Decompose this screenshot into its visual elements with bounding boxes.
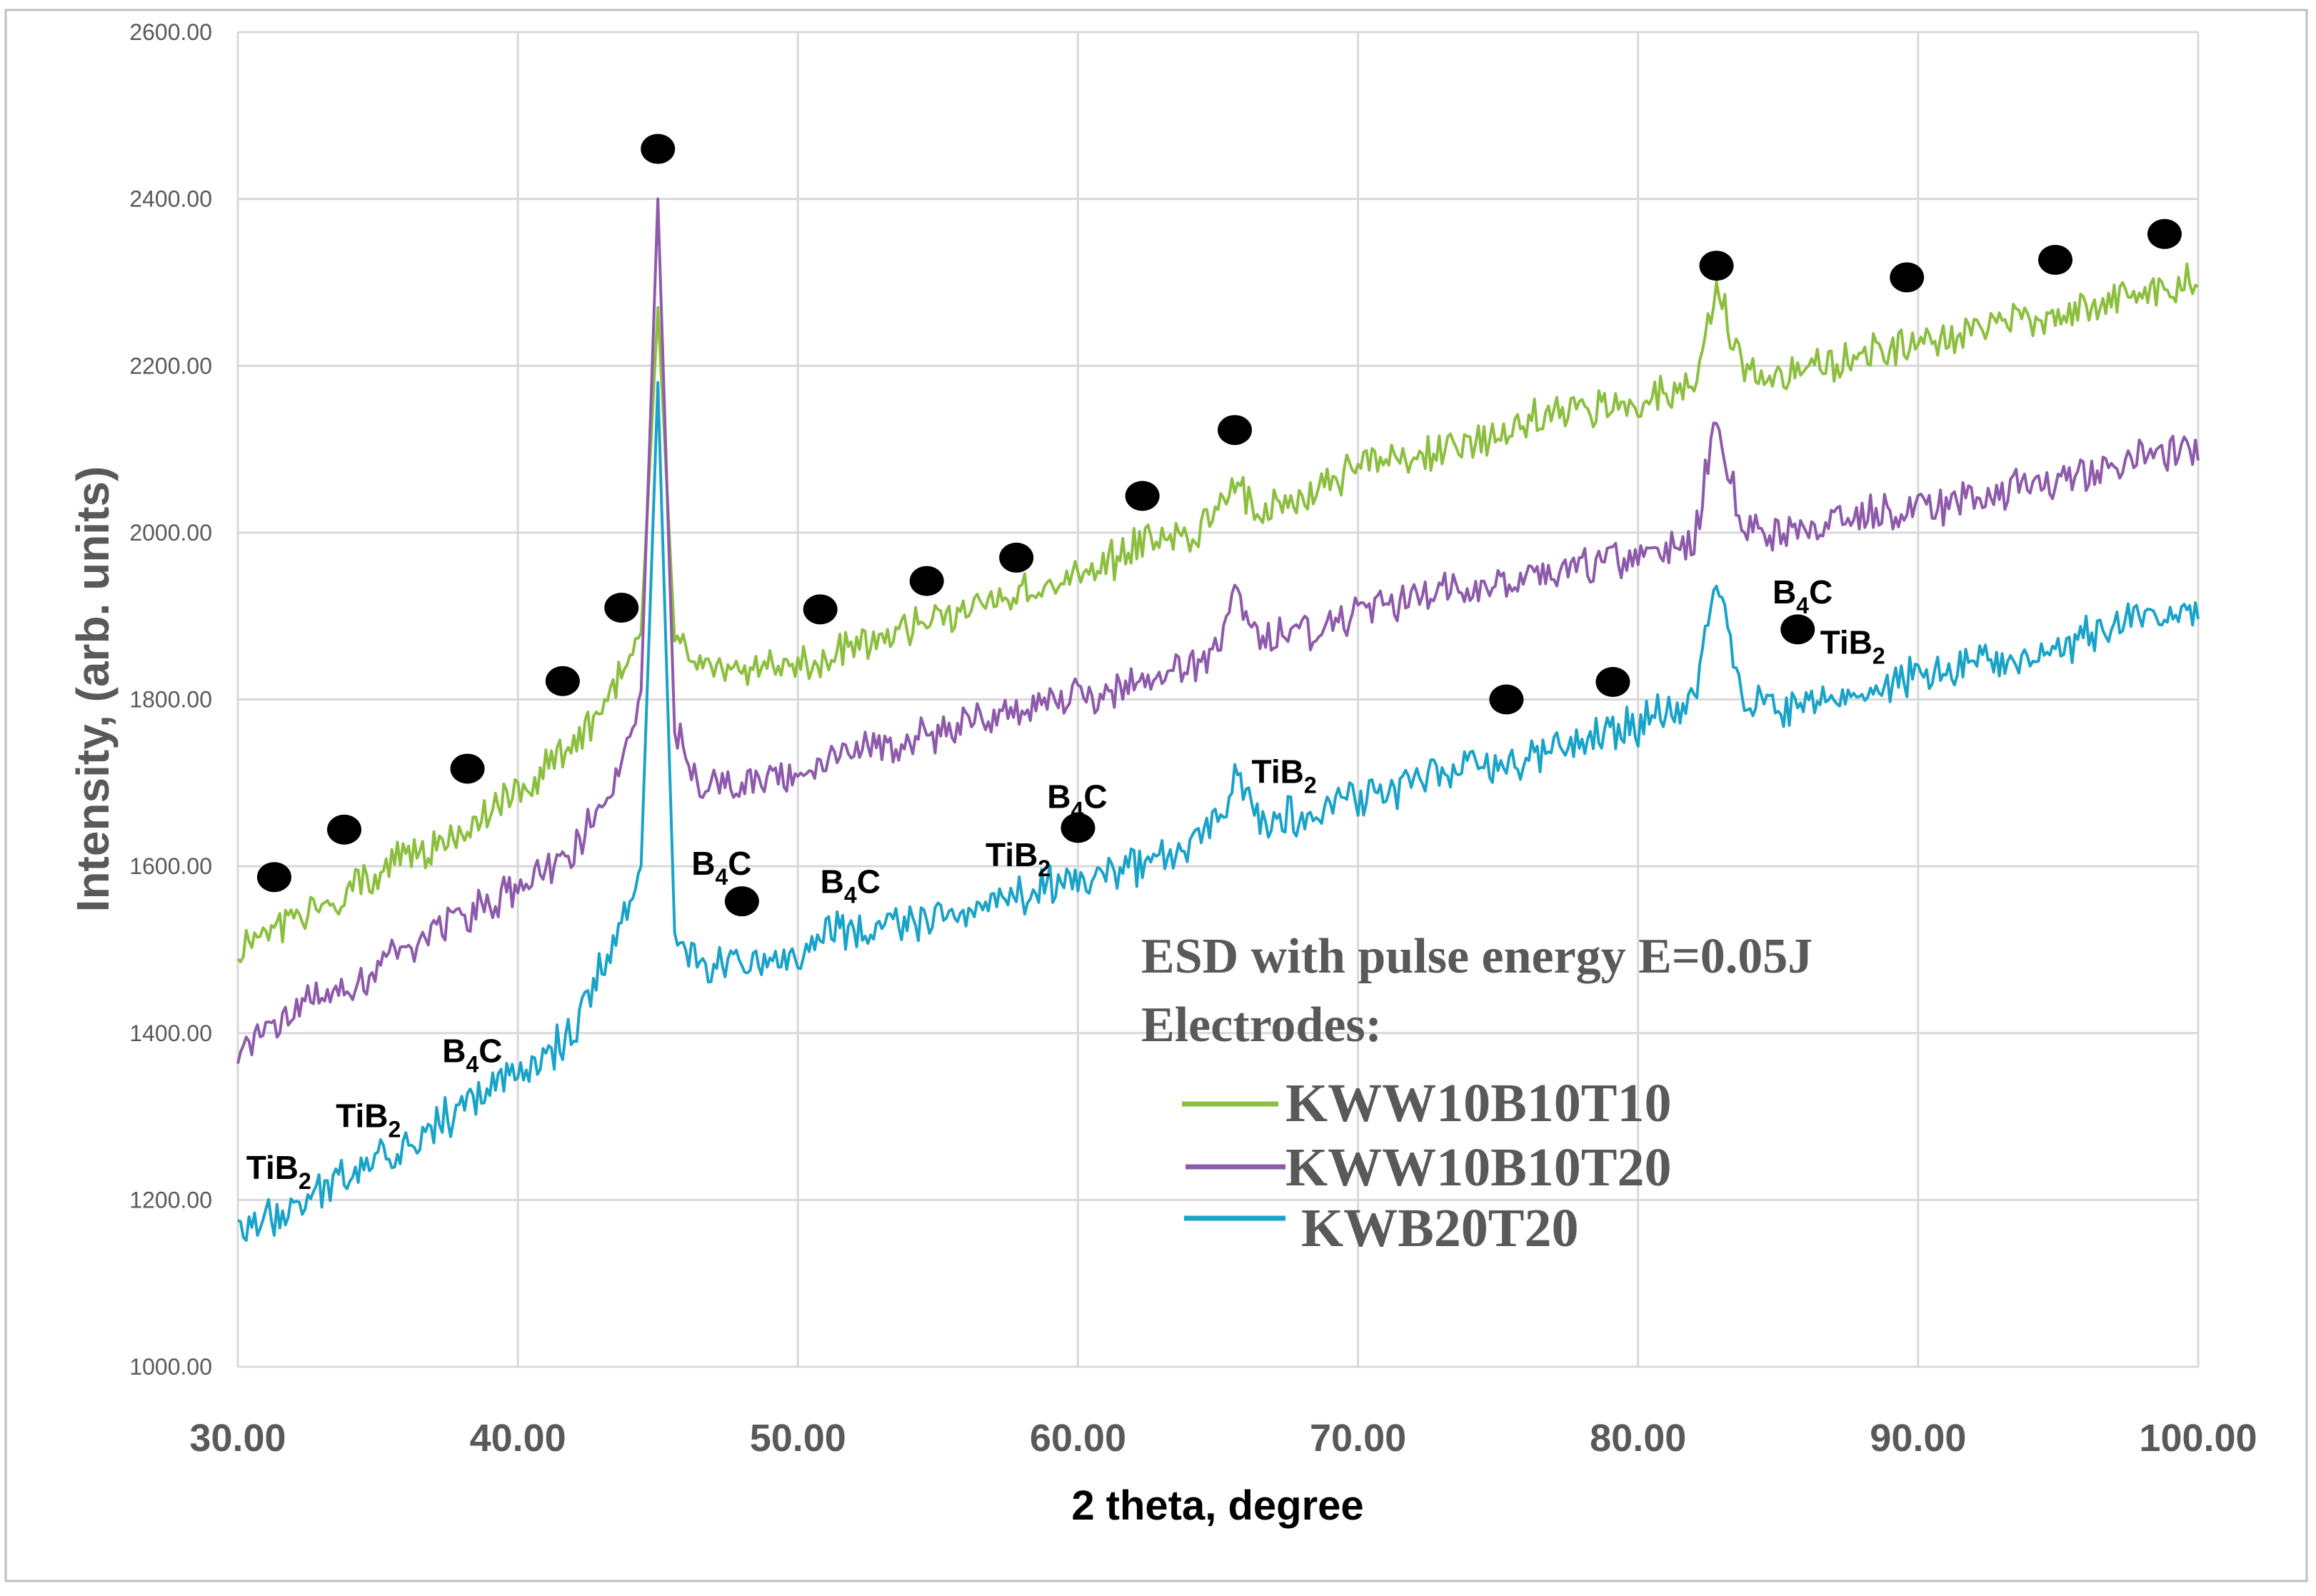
peak-marker	[1890, 262, 1925, 293]
peak-marker-layer	[256, 134, 2182, 917]
phase-label-base: TiB	[336, 1098, 388, 1135]
phase-label-base: TiB	[1820, 623, 1873, 661]
phase-label-tail: C	[857, 863, 881, 900]
phase-label-subscript: 2	[1038, 855, 1051, 881]
phase-label-base: B	[821, 863, 844, 900]
phase-label: TiB2	[1252, 753, 1317, 798]
phase-label: TiB2	[1820, 623, 1885, 668]
phase-label-subscript: 4	[716, 864, 728, 890]
phase-label-base: TiB	[1252, 753, 1304, 790]
y-tick-label: 1400.00	[129, 1020, 212, 1046]
phase-label: TiB2	[986, 836, 1051, 881]
x-tick-label: 90.00	[1870, 1417, 1966, 1460]
phase-label-base: B	[442, 1033, 466, 1070]
peak-marker	[545, 666, 580, 696]
peak-marker	[1218, 415, 1253, 446]
y-tick-label: 2400.00	[129, 186, 212, 212]
y-tick-label: 1000.00	[129, 1354, 212, 1380]
legend-entry-kww10b10t20: KWW10B10T20	[1285, 1138, 1672, 1198]
legend-entry-kww10b10t10: KWW10B10T10	[1285, 1073, 1672, 1133]
peak-marker	[909, 566, 944, 596]
y-tick-label: 2600.00	[129, 19, 212, 45]
legend-title-line-1: ESD with pulse energy E=0.05J	[1141, 929, 1813, 984]
peak-marker	[450, 753, 485, 784]
phase-label-subscript: 4	[466, 1052, 478, 1078]
phase-label-subscript: 4	[844, 883, 857, 908]
x-tick-label: 100.00	[2139, 1417, 2257, 1460]
y-tick-label: 2000.00	[129, 520, 212, 546]
x-axis: 30.00 40.00 50.00 60.00 70.00 80.00 90.00 100.0…	[189, 1417, 2257, 1460]
phase-label-subscript: 2	[1304, 772, 1317, 798]
peak-marker	[2147, 219, 2182, 249]
legend-entry-kwb20t20: KWB20T20	[1301, 1198, 1579, 1258]
peak-marker	[327, 814, 362, 845]
phase-label: B4C	[821, 863, 881, 908]
y-tick-label: 2200.00	[129, 353, 212, 378]
x-tick-label: 60.00	[1030, 1417, 1126, 1460]
phase-label-subscript: 4	[1071, 797, 1084, 823]
phase-label: TiB2	[246, 1149, 311, 1194]
x-tick-label: 40.00	[470, 1417, 566, 1460]
peak-marker	[999, 542, 1034, 573]
x-tick-label: 70.00	[1310, 1417, 1406, 1460]
phase-label-base: B	[691, 845, 715, 882]
phase-label: B4C	[691, 845, 751, 890]
phase-label-base: TiB	[986, 836, 1038, 873]
peak-marker	[1595, 666, 1630, 697]
chart-frame	[4, 9, 2308, 1582]
y-axis: 1000.00 1200.00 1400.00 1600.00 1800.00 2000.…	[129, 19, 212, 1380]
peak-marker	[1489, 684, 1524, 715]
phase-label-subscript: 2	[299, 1168, 311, 1194]
phase-label-base: TiB	[246, 1149, 299, 1186]
peak-marker	[724, 886, 759, 917]
legend-title-line-2: Electrodes:	[1141, 998, 1382, 1053]
peak-marker	[1061, 813, 1096, 843]
phase-label-base: B	[1047, 778, 1071, 815]
peak-marker	[604, 593, 639, 623]
peak-marker	[1125, 481, 1160, 511]
phase-label-tail: C	[1083, 778, 1107, 815]
x-tick-label: 50.00	[750, 1417, 846, 1460]
grid-layer	[236, 31, 2200, 1368]
peak-marker	[641, 134, 676, 164]
phase-label: B4C	[1047, 778, 1107, 823]
x-tick-label: 80.00	[1590, 1417, 1686, 1460]
y-tick-label: 1800.00	[129, 687, 212, 713]
y-axis-title: Intensity, (arb. units)	[67, 466, 119, 913]
x-tick-label: 30.00	[189, 1417, 286, 1460]
phase-label: TiB2	[336, 1098, 401, 1143]
phase-label-tail: C	[728, 845, 751, 882]
phase-label-tail: C	[478, 1033, 502, 1070]
phase-label-base: B	[1773, 573, 1796, 611]
series-line-kww10b10t10	[236, 262, 2199, 963]
phase-label: B4C	[1773, 573, 1833, 618]
phase-label: B4C	[442, 1033, 502, 1078]
y-tick-label: 1200.00	[129, 1187, 212, 1213]
phase-label-tail: C	[1809, 573, 1833, 611]
legend: ESD with pulse energy E=0.05J Electrodes…	[1141, 929, 1813, 1258]
series-line-kww10b10t20	[236, 197, 2200, 1064]
phase-label-subscript: 4	[1796, 593, 1809, 618]
phase-label-subscript: 2	[1873, 643, 1885, 668]
series-layer	[236, 197, 2200, 1243]
peak-marker	[803, 594, 838, 625]
series-line-kwb20t20	[237, 381, 2200, 1243]
y-tick-label: 1600.00	[129, 853, 212, 879]
phase-label-subscript: 2	[388, 1117, 401, 1143]
peak-marker	[256, 862, 291, 893]
peak-marker	[1780, 614, 1815, 645]
peak-marker	[1699, 251, 1734, 281]
peak-marker	[2038, 244, 2073, 275]
x-axis-title: 2 theta, degree	[1071, 1482, 1363, 1529]
